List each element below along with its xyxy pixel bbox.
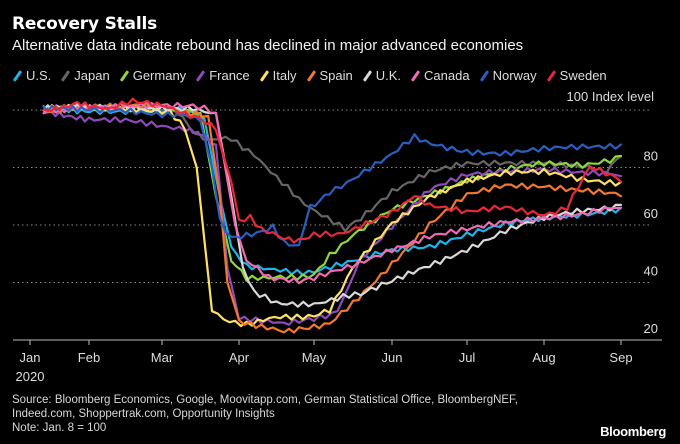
legend-label: Japan [74,68,110,83]
y-tick-label: 80 [644,149,658,164]
legend-label: France [209,68,250,83]
series-line-germany [42,104,623,282]
legend-label: Norway [492,68,537,83]
legend-label: Sweden [559,68,607,83]
x-tick-label: Feb [78,350,100,365]
y-unit-label: 100 Index level [566,89,654,104]
chart-subtitle: Alternative data indicate rebound has de… [12,37,524,54]
legend-item: Norway [479,68,537,83]
series-line-canada [42,101,623,285]
legend-item: Japan [60,68,110,83]
note: Note: Jan. 8 = 100 [12,422,107,434]
legend-item: Germany [119,68,186,83]
series-line-norway [42,104,623,247]
legend-label: Spain [319,68,353,83]
x-tick-label: Aug [532,350,555,365]
legend: U.S. Japan Germany France Italy Spain U.K. Cana… [12,68,616,83]
legend-item: France [195,68,250,83]
x-tick-label: Jan [20,350,41,365]
legend-item: Spain [306,68,353,83]
source-line-1: Source: Bloomberg Economics, Google, Moo… [12,394,519,406]
legend-label: U.K. [375,68,402,83]
x-tick-label: Sep [609,350,632,365]
chart-footer: Source: Bloomberg Economics, Google, Moo… [12,393,518,435]
x-tick-label: Mar [151,350,174,365]
legend-label: Germany [132,68,187,83]
legend-label: U.S. [26,68,52,83]
series-line-uk [42,103,623,308]
x-year-label: 2020 [16,369,45,384]
x-tick-label: Apr [229,350,250,365]
legend-item: U.K. [362,68,401,83]
y-tick-label: 40 [644,264,658,279]
chart-title: Recovery Stalls [12,14,157,34]
legend-item: Italy [259,68,297,83]
series-line-italy [42,103,623,328]
legend-item: Canada [410,68,470,83]
y-tick-label: 60 [644,206,658,221]
legend-label: Italy [272,68,297,83]
legend-item: Sweden [546,68,607,83]
x-tick-label: May [302,350,327,365]
y-tick-label: 20 [644,321,658,336]
x-tick-label: Jun [382,350,403,365]
x-tick-label: Jul [459,350,476,365]
source-line-2: Indeed.com, Shoppertrak.com, Opportunity… [12,408,275,420]
series-line-sweden [42,97,623,244]
bloomberg-logo: Bloomberg [600,424,666,439]
legend-label: Canada [424,68,470,83]
legend-item: U.S. [12,68,51,83]
